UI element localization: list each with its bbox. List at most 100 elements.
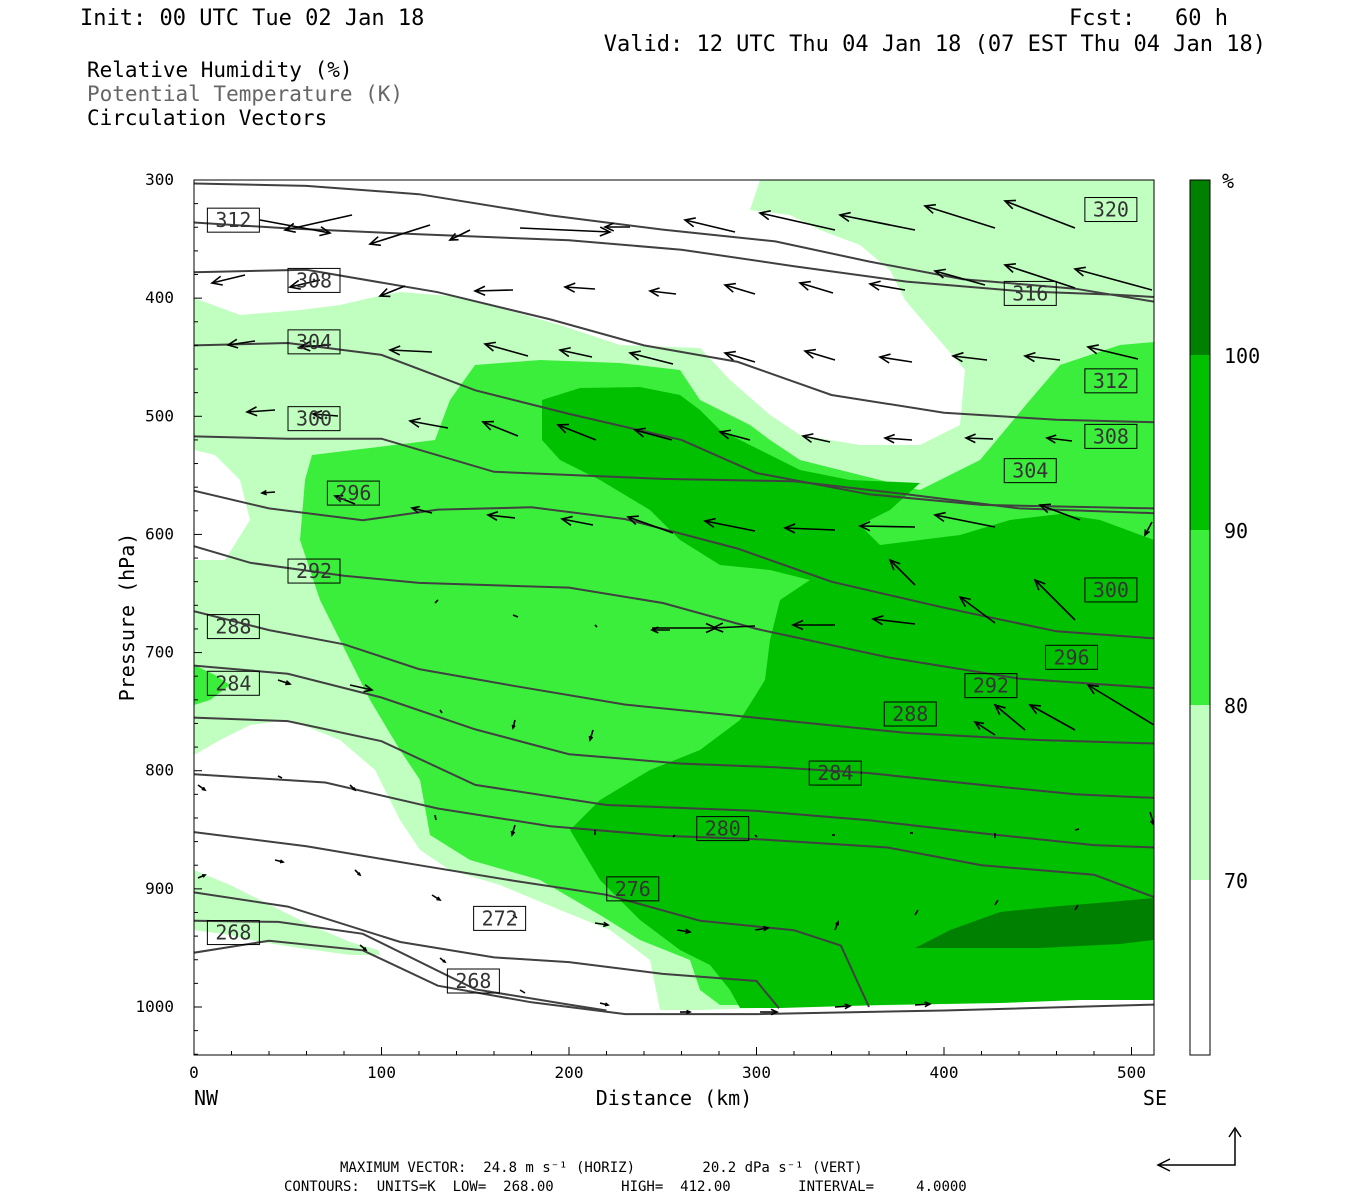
circulation-vector xyxy=(594,921,610,928)
valid-time: Valid: 12 UTC Thu 04 Jan 18 (07 EST Thu … xyxy=(604,32,1266,57)
colorbar-bin-100 xyxy=(1190,180,1210,355)
circulation-vector xyxy=(914,1001,932,1008)
circulation-vector xyxy=(933,511,996,528)
circulation-vector xyxy=(434,814,437,821)
theta-label-box-280 xyxy=(696,816,750,842)
colorbar-bin-80 xyxy=(1190,530,1210,705)
footer-contour-info: CONTOURS: UNITS=K LOW= 268.00 HIGH= 412.… xyxy=(284,1179,967,1195)
circulation-vector xyxy=(298,341,331,352)
y-tick-label: 400 xyxy=(145,288,174,307)
rh-fill-70-lower xyxy=(194,870,380,955)
theta-contour-316 xyxy=(194,268,1154,424)
circulation-vector xyxy=(801,433,831,443)
circulation-vector xyxy=(923,203,996,229)
rh-fill-80-left xyxy=(194,665,230,705)
circulation-vector xyxy=(680,1009,692,1015)
x-tick-label: 200 xyxy=(555,1063,584,1082)
theta-contour-296 xyxy=(194,610,1154,745)
circulation-vector xyxy=(448,229,471,241)
plot-area: 312 308 304 300 296 292 288 284 268 272 268 276 280 2… xyxy=(194,180,1154,1055)
y-axis-title: Pressure (hPa) xyxy=(115,533,139,702)
theta-label-box-304 xyxy=(287,329,341,355)
y-tick-label: 800 xyxy=(145,761,174,780)
circulation-vector xyxy=(1149,811,1154,827)
circulation-vector xyxy=(333,494,356,505)
theta-label-box-296 xyxy=(1045,644,1098,670)
circulation-vector xyxy=(933,268,986,286)
y-tick-label: 1000 xyxy=(135,997,174,1016)
footer-max-vector: MAXIMUM VECTOR: 24.8 m s⁻¹ (HORIZ) 20.2 … xyxy=(340,1160,863,1176)
circulation-vector xyxy=(210,274,246,286)
theta-contour-288 xyxy=(194,716,1154,849)
circulation-vector xyxy=(1003,263,1076,289)
rh-fill-100 xyxy=(915,898,1154,948)
circulation-vector xyxy=(519,226,612,237)
circulation-vector xyxy=(359,944,368,952)
theta-label-296: 296 xyxy=(1053,645,1089,669)
circulation-vector xyxy=(511,719,516,730)
theta-label-308: 308 xyxy=(1093,424,1129,448)
circulation-vector xyxy=(288,279,321,290)
colorbar: % 70 80 90 100 xyxy=(1189,169,1260,1056)
theta-label-320: 320 xyxy=(1093,198,1129,222)
theta-label-308: 308 xyxy=(296,268,332,292)
y-tick-label: 700 xyxy=(145,643,174,662)
y-tick-label: 600 xyxy=(145,524,174,543)
theta-contour-276 xyxy=(194,891,780,1009)
y-tick-label: 900 xyxy=(145,879,174,898)
circulation-vector xyxy=(349,784,357,792)
theta-label-280: 280 xyxy=(705,817,741,841)
circulation-vector xyxy=(259,219,332,237)
x-axis-title: Distance (km) xyxy=(596,1086,753,1110)
theta-contour-308 xyxy=(194,435,1154,515)
circulation-vector xyxy=(878,353,913,364)
circulation-vector xyxy=(599,1002,610,1007)
circulation-vector xyxy=(676,928,692,935)
theta-label-box-316 xyxy=(1003,280,1057,306)
circulation-vector xyxy=(871,614,916,626)
theta-label-268: 268 xyxy=(215,921,251,945)
circulation-vector xyxy=(560,515,594,526)
theta-label-292: 292 xyxy=(973,674,1009,698)
forecast-hour: Fcst: 60 h xyxy=(1069,6,1228,31)
theta-label-box-268 xyxy=(206,920,260,946)
circulation-vector xyxy=(718,429,751,441)
colorbar-bin-90 xyxy=(1190,355,1210,530)
circulation-vector xyxy=(723,282,756,295)
theta-label-304: 304 xyxy=(1012,459,1048,483)
circulation-vector xyxy=(197,874,207,879)
circulation-vector xyxy=(798,280,834,294)
circulation-vector xyxy=(260,489,276,496)
circulation-vector xyxy=(958,595,996,624)
circulation-vector xyxy=(650,626,670,634)
theta-contour-292 xyxy=(194,664,1154,799)
init-time: Init: 00 UTC Tue 02 Jan 18 xyxy=(80,6,424,31)
circulation-vector xyxy=(868,280,906,291)
circulation-vector xyxy=(760,1008,779,1016)
theta-label-272: 272 xyxy=(482,906,518,930)
x-tick-label: 400 xyxy=(930,1063,959,1082)
circulation-vector xyxy=(1038,503,1081,521)
circulation-vector xyxy=(311,410,339,420)
circulation-vector xyxy=(197,784,207,792)
theta-label-box-308 xyxy=(1084,423,1138,449)
circulation-vector xyxy=(633,427,673,441)
theta-label-box-288 xyxy=(883,701,937,727)
theta-label-box-304 xyxy=(1003,458,1057,484)
circulation-vector xyxy=(723,350,756,363)
theta-contour-324 xyxy=(194,182,1154,303)
circulation-vector xyxy=(473,285,514,296)
circulation-vector xyxy=(408,417,449,429)
theta-contour-320 xyxy=(194,221,1154,298)
circulation-vector xyxy=(563,282,596,293)
theta-contour-312 xyxy=(194,341,1154,510)
circulation-vector xyxy=(594,624,598,628)
theta-label-box-320 xyxy=(1084,197,1138,223)
theta-label-box-268 xyxy=(446,968,500,994)
circulation-vector xyxy=(754,834,758,838)
circulation-vector xyxy=(711,622,756,633)
circulation-vector xyxy=(603,222,630,232)
circulation-vector xyxy=(628,350,674,365)
x-tick-label: 0 xyxy=(189,1063,199,1082)
